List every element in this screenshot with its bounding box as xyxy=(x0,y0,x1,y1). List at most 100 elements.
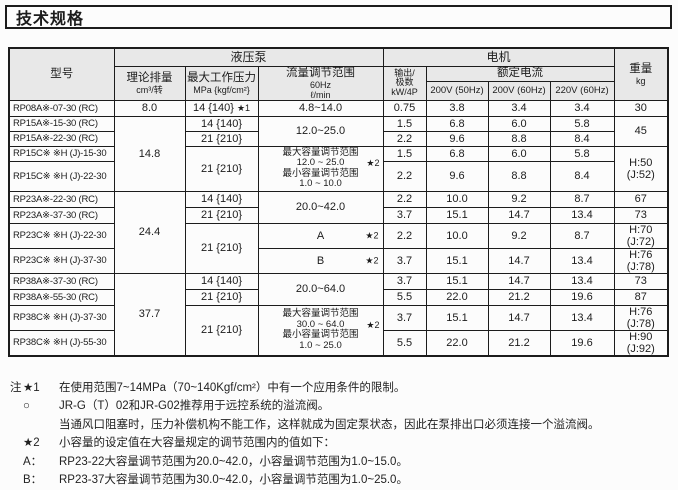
flow-option-label: A xyxy=(316,229,325,242)
current-220v60-cell: 3.4 xyxy=(549,99,615,117)
weight-cell: 45 xyxy=(613,115,669,147)
table-row: RP23A※-22-30 (RC) 24.4 14 {140} 20.0~42.… xyxy=(8,190,669,274)
note-line: 当通风口阻塞时，压力补偿机构不能工作，这样就成为固定泵状态，因此在泵排出口必须连… xyxy=(10,416,678,435)
current-200v60-cell: 9.2 xyxy=(487,190,551,208)
flow-min-label: 最小容量调节范围 xyxy=(282,329,359,340)
current-220v60-cell: 13.4 xyxy=(549,304,615,331)
current-220v60-cell: 13.4 xyxy=(549,206,615,224)
current-220v60-cell: 5.8 xyxy=(549,145,615,162)
output-label-3: kW/4P xyxy=(391,86,418,97)
note-prefix xyxy=(10,471,23,490)
model-cell: RP23C※ ※H (J)-37-30 xyxy=(8,247,115,274)
pressure-cell: 21 {210} xyxy=(184,145,259,192)
current-200v50-cell: 10.0 xyxy=(425,190,489,208)
kw-cell: 5.5 xyxy=(382,329,427,356)
table-row: RP15A※-15-30 (RC) 14.8 14 {140} 12.0~25.… xyxy=(8,115,669,192)
current-200v50-cell: 3.8 xyxy=(425,99,489,117)
kw-cell: 2.2 xyxy=(382,130,427,147)
table-row: RP38C※ ※H (J)-37-30 21 {210} 最大容量调节范围 30… xyxy=(8,304,669,356)
model-cell: RP23A※-22-30 (RC) xyxy=(8,190,115,208)
model-cell: RP15A※-15-30 (RC) xyxy=(8,115,115,132)
note-line: B： RP23-37大容量调节范围为30.0~42.0，小容量调节范围为1.0~… xyxy=(10,471,678,490)
model-cell: RP15C※ ※H (J)-22-30 xyxy=(8,160,115,192)
current-200v60-cell: 14.7 xyxy=(487,247,551,274)
note-marker-a: A： xyxy=(23,455,43,468)
flow-range-cell: 12.0~25.0 xyxy=(257,115,384,147)
star-note-2: ★2 xyxy=(365,230,379,240)
current-200v50-cell: 15.1 xyxy=(425,304,489,331)
flow-range-cell: B ★2 xyxy=(257,247,384,274)
flow-option-label: B xyxy=(316,254,325,267)
note-line: ○ JR-G（T）02和JR-G02推荐用于远控系统的溢流阀。 xyxy=(10,397,678,416)
table-row: RP38A※-55-30 (RC) 21 {210} 5.5 22.0 21.2… xyxy=(8,288,669,306)
pressure-label: 最大工作压力 xyxy=(187,71,256,84)
flow-max-label: 最大容量调节范围 xyxy=(282,146,359,158)
flow-range-cell: A ★2 xyxy=(257,222,384,249)
table-row: RP38C※ ※H (J)-55-30 5.5 22.0 21.2 19.6 H… xyxy=(8,329,669,356)
col-header-200v-60hz: 200V (60Hz) xyxy=(487,81,551,101)
spec-table: 型号 液压泵 电机 重量 kg 理论排量 cm³/转 最大工作压力 MPa {k… xyxy=(8,47,669,357)
current-200v50-cell: 22.0 xyxy=(425,288,489,306)
pressure-cell: 14 {140} xyxy=(184,272,259,290)
weight-cell: H:70 (J:72) xyxy=(613,222,669,249)
flow-max-range-value: 12.0 ~ 25.0 xyxy=(296,157,345,168)
note-text: RP23-22大容量调节范围为20.0~42.0，小容量调节范围为1.0~15.… xyxy=(59,455,408,468)
flow-max-range-value: 30.0 ~ 64.0 xyxy=(296,318,345,330)
pressure-cell: 21 {210} xyxy=(184,288,259,306)
page-title-box: 技术规格 xyxy=(5,5,672,29)
current-200v60-cell: 14.7 xyxy=(487,304,551,331)
flow-range-cell: 20.0~64.0 xyxy=(257,272,384,306)
note-prefix xyxy=(10,453,23,472)
current-200v50-cell: 9.6 xyxy=(425,130,489,147)
flow-min-label: 最小容量调节范围 xyxy=(282,167,359,179)
kw-cell: 2.2 xyxy=(382,222,427,249)
current-200v50-cell: 6.8 xyxy=(425,145,489,162)
weight-label: 重量 xyxy=(629,62,653,75)
note-prefix: 注 xyxy=(10,381,22,394)
flow-label: 流量调节范围 xyxy=(286,66,355,79)
model-cell: RP23A※-37-30 (RC) xyxy=(8,206,115,224)
model-cell: RP15A※-22-30 (RC) xyxy=(8,130,115,147)
table-row: RP15A※-22-30 (RC) 21 {210} 2.2 9.6 8.8 8… xyxy=(8,130,668,147)
current-200v60-cell: 6.0 xyxy=(487,115,551,132)
pressure-cell: 21 {210} xyxy=(184,304,259,356)
model-cell: RP38C※ ※H (J)-55-30 xyxy=(8,329,115,356)
table-row: RP23C※ ※H (J)-37-30 B ★2 3.7 15.1 14.7 13… xyxy=(8,247,669,274)
pressure-cell: 14 {140} ★1 xyxy=(184,99,259,117)
kw-cell: 3.7 xyxy=(382,304,427,331)
note-marker-circle: ○ xyxy=(23,400,30,412)
table-row: RP38A※-37-30 (RC) 37.7 14 {140} 20.0~64.… xyxy=(8,272,669,356)
model-cell: RP38A※-55-30 (RC) xyxy=(8,288,115,306)
weight-cell: 73 xyxy=(613,272,669,290)
pressure-unit: MPa {kgf/cm²} xyxy=(193,84,250,95)
kw-cell: 3.7 xyxy=(382,206,427,224)
current-200v60-cell: 14.7 xyxy=(487,206,551,224)
note-text: RP23-37大容量调节范围为30.0~42.0，小容量调节范围为1.0~25.… xyxy=(59,474,408,486)
note-prefix xyxy=(10,434,23,453)
pressure-value: 14 {140} xyxy=(192,102,234,114)
note-line: 注 ★1 在使用范围7~14MPa（70~140Kgf/cm²）中有一个应用条件… xyxy=(10,379,678,398)
kw-cell: 2.2 xyxy=(382,160,427,192)
kw-cell: 3.7 xyxy=(382,247,427,274)
model-cell: RP15C※ ※H (J)-15-30 xyxy=(8,145,115,162)
col-header-flow: 流量调节范围 60Hz ℓ/min xyxy=(257,65,384,101)
current-200v60-cell: 21.2 xyxy=(487,288,551,306)
weight-cell: 73 xyxy=(613,206,669,224)
pressure-cell: 21 {210} xyxy=(184,206,259,224)
pressure-cell: 21 {210} xyxy=(184,130,259,147)
kw-cell: 0.75 xyxy=(382,99,427,117)
weight-cell: 87 xyxy=(613,288,669,306)
note-prefix xyxy=(10,397,23,416)
note-text: 在使用范围7~14MPa（70~140Kgf/cm²）中有一个应用条件的限制。 xyxy=(59,381,406,394)
pressure-cell: 14 {140} xyxy=(184,190,259,208)
flow-frequency: 60Hz xyxy=(309,79,331,90)
flow-max-range: 30.0 ~ 64.0 ★2 xyxy=(259,318,382,331)
col-header-model: 型号 xyxy=(8,47,115,101)
displacement-cell: 8.0 xyxy=(113,99,186,117)
note-marker xyxy=(23,416,59,435)
note-marker-star2: ★2 xyxy=(23,437,40,449)
current-200v60-cell: 14.7 xyxy=(487,272,551,290)
current-220v60-cell: 13.4 xyxy=(549,272,615,290)
current-200v50-cell: 15.1 xyxy=(425,247,489,274)
weight-cell: H:90 (J:92) xyxy=(613,329,669,356)
